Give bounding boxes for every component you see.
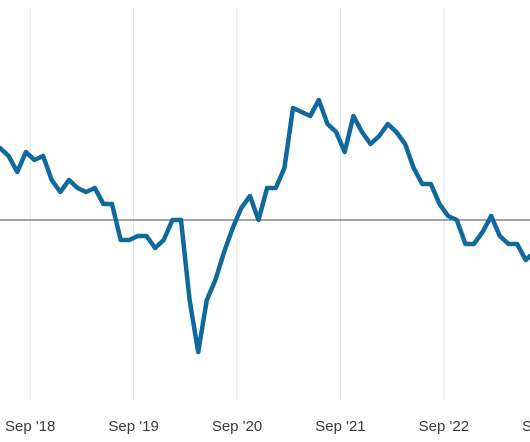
- x-tick-label-3: Sep '21: [315, 418, 365, 435]
- x-tick-label-5: Sep '23: [522, 418, 530, 435]
- series-line-0: [0, 97, 530, 355]
- series-group: [0, 97, 530, 355]
- x-tick-label-1: Sep '19: [108, 418, 158, 435]
- x-tick-label-0: Sep '18: [5, 418, 55, 435]
- vertical-grid: [29, 8, 445, 400]
- x-axis-tick-labels: Sep '18 Sep '19 Sep '20 Sep '21 Sep '22 Sep '…: [5, 418, 530, 435]
- x-tick-label-2: Sep '20: [212, 418, 262, 435]
- x-tick-label-4: Sep '22: [419, 418, 469, 435]
